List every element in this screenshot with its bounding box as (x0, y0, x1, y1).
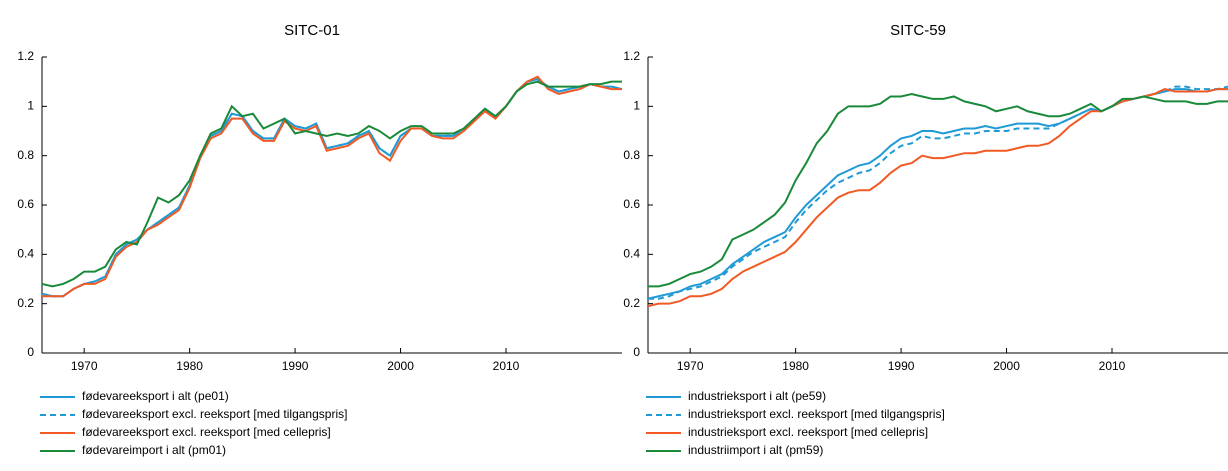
y-tick-label: 0.8 (17, 148, 34, 162)
chart-title: SITC-59 (890, 22, 946, 39)
y-tick-label: 0.6 (17, 197, 34, 211)
legend-label: fødevareeksport excl. reeksport [med til… (82, 407, 347, 421)
y-tick-label: 0.6 (623, 197, 640, 211)
data-line (41, 80, 622, 288)
legend-label: industriimport i alt (pm59) (688, 443, 823, 457)
legend-label: industrieksport i alt (pe59) (688, 389, 826, 403)
x-tick-label: 2000 (387, 359, 414, 373)
y-tick-label: 1 (27, 99, 34, 113)
x-tick-label: 1980 (176, 359, 203, 373)
y-tick-label: 0.2 (623, 296, 640, 310)
data-line (647, 88, 1228, 300)
x-tick-label: 1970 (677, 359, 704, 373)
y-tick-label: 0.4 (17, 247, 34, 261)
y-tick-label: 1 (633, 99, 640, 113)
legend-label: industrieksport excl. reeksport [med til… (688, 407, 945, 421)
legend-label: fødevareimport i alt (pm01) (82, 443, 226, 457)
legend-label: fødevareeksport excl. reeksport [med cel… (82, 425, 331, 439)
data-line (42, 75, 622, 298)
data-line (647, 88, 1228, 308)
legend-label: fødevareeksport i alt (pe01) (82, 389, 229, 403)
x-tick-label: 1980 (782, 359, 809, 373)
x-tick-label: 1970 (71, 359, 98, 373)
x-tick-label: 2010 (493, 359, 520, 373)
legend-label: industrieksport excl. reeksport [med cel… (688, 425, 928, 439)
y-tick-label: 1.2 (17, 49, 34, 63)
data-line (648, 85, 1228, 300)
x-tick-label: 2000 (993, 359, 1020, 373)
y-tick-label: 1.2 (623, 49, 640, 63)
y-tick-label: 0 (633, 345, 640, 359)
y-tick-label: 0.2 (17, 296, 34, 310)
x-tick-label: 1990 (888, 359, 915, 373)
x-tick-label: 1990 (282, 359, 309, 373)
y-tick-label: 0.8 (623, 148, 640, 162)
data-line (41, 78, 623, 298)
x-tick-label: 2010 (1099, 359, 1126, 373)
data-line (41, 78, 623, 298)
y-tick-label: 0 (27, 345, 34, 359)
chart-title: SITC-01 (284, 22, 340, 39)
data-line (648, 92, 1228, 288)
y-tick-label: 0.4 (623, 247, 640, 261)
